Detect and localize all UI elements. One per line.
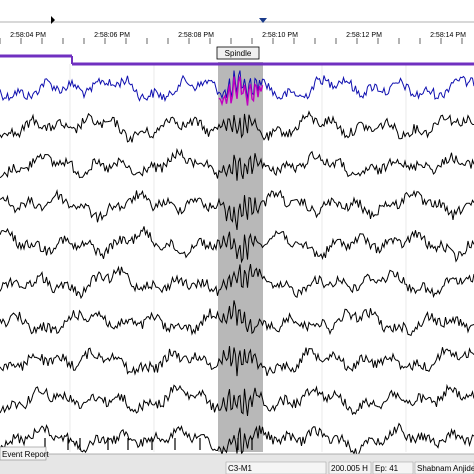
time-label: 2:58:04 PM [10,32,46,39]
spindle-event-label: Spindle [225,49,252,58]
event-report-tab-label: Event Report [2,450,49,459]
status-epoch-cell [372,461,414,474]
eeg-channel-trace [0,226,474,264]
time-label: 2:58:14 PM [430,32,466,39]
status-channel-cell [225,461,327,474]
eeg-channel-trace [0,422,474,458]
eeg-channel-trace [0,189,474,230]
eeg-channel-trace [0,346,474,377]
status-channel: C3-M1 [228,464,253,473]
time-label: 2:58:06 PM [94,32,130,39]
spindle-highlight-trace [218,76,264,107]
eeg-channel-trace [0,147,474,181]
eeg-channel-trace [0,264,474,300]
status-epoch: Ep: 41 [375,464,399,473]
grid-lines [69,64,407,452]
eeg-channel-trace [0,383,474,417]
time-label: 2:58:10 PM [262,32,298,39]
eeg-channel-trace [0,110,474,143]
event-report-tab[interactable] [0,446,47,461]
time-ticks: 2:58:04 PM 2:58:06 PM 2:58:08 PM 2:58:10 PM… [0,32,466,44]
status-user-cell [414,461,474,474]
time-label: 2:58:12 PM [346,32,382,39]
spindle-event-tag[interactable]: Spindle [216,46,260,60]
eeg-channel-trace [0,300,474,337]
status-sample-rate: 200.005 H [331,464,368,473]
eeg-traces [0,70,474,458]
time-label: 2:58:08 PM [178,32,214,39]
cursor-marker-icon[interactable] [259,18,267,23]
event-bar [0,54,474,66]
status-bar: Event Report C3-M1 200.005 H Ep: 41 Shab… [0,446,474,474]
status-samplerate-cell [328,461,372,474]
epoch-position-arrow[interactable] [51,16,55,24]
status-user: Shabnam Anjide [417,464,474,473]
